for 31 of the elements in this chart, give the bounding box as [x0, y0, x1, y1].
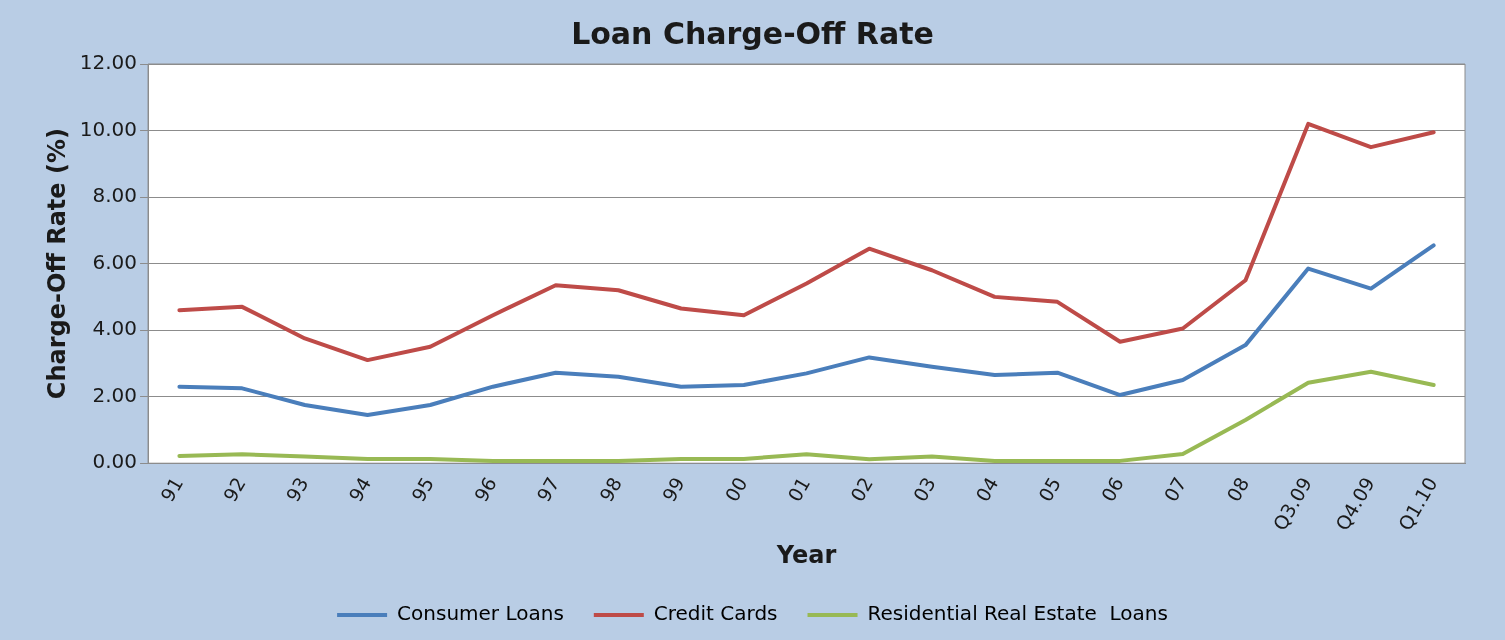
x-tick-label: 92 — [218, 473, 250, 506]
legend-label: Residential Real Estate Loans — [867, 601, 1168, 626]
y-tick-label: 2.00 — [92, 382, 138, 407]
legend-label: Credit Cards — [653, 601, 778, 626]
x-tick-label: 94 — [344, 473, 376, 506]
y-tick-label: 10.00 — [79, 116, 138, 141]
x-tick-label: 98 — [594, 473, 627, 506]
x-tick-label: 00 — [720, 473, 752, 506]
x-tick-label: 08 — [1222, 473, 1254, 506]
x-tick-label: 05 — [1033, 473, 1066, 506]
y-tick-label: 8.00 — [92, 183, 138, 208]
legend-label: Consumer Loans — [397, 601, 564, 626]
y-tick-label: 0.00 — [92, 449, 138, 474]
x-tick-label: 04 — [971, 473, 1003, 506]
x-tick-label: 91 — [156, 473, 188, 506]
x-axis-title: Year — [775, 540, 837, 569]
y-tick-label: 4.00 — [92, 316, 138, 341]
x-tick-label: 96 — [469, 473, 501, 506]
x-tick-label: 97 — [532, 473, 564, 506]
x-tick-label: 01 — [783, 473, 815, 506]
x-tick-label: 03 — [908, 473, 940, 506]
x-tick-label: 02 — [845, 473, 877, 506]
x-tick-label: 93 — [281, 473, 313, 506]
x-tick-label: 06 — [1096, 473, 1128, 506]
x-tick-label: 07 — [1159, 473, 1191, 506]
y-tick-label: 6.00 — [92, 249, 138, 274]
x-tick-label: 95 — [406, 473, 438, 506]
y-tick-label: 12.00 — [79, 50, 138, 75]
y-axis-title: Charge-Off Rate (%) — [42, 128, 71, 400]
x-tick-label: 99 — [657, 473, 689, 506]
chart-title: Loan Charge-Off Rate — [571, 15, 934, 51]
